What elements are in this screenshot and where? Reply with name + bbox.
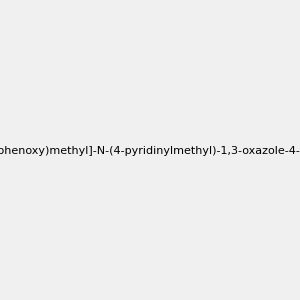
Text: 2-[(4-fluorophenoxy)methyl]-N-(4-pyridinylmethyl)-1,3-oxazole-4-carboxamide: 2-[(4-fluorophenoxy)methyl]-N-(4-pyridin… [0,146,300,157]
